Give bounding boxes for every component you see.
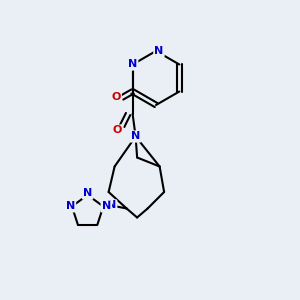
Text: O: O [111, 92, 121, 103]
Text: N: N [66, 201, 75, 212]
Text: N: N [131, 131, 140, 142]
Text: O: O [113, 125, 122, 136]
Text: N: N [128, 59, 137, 70]
Text: N: N [102, 201, 111, 212]
Text: N: N [83, 188, 92, 199]
Text: N: N [107, 200, 116, 211]
Text: N: N [154, 46, 164, 56]
